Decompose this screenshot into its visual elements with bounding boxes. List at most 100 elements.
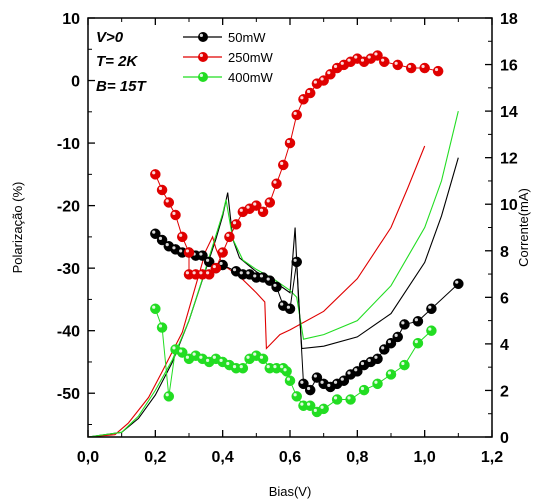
data-point-highlight [253, 274, 257, 278]
data-point-marker [237, 362, 249, 374]
data-point-400mW [291, 391, 302, 402]
data-point-highlight [333, 380, 338, 384]
data-point-highlight [327, 71, 331, 75]
data-point-highlight [293, 258, 297, 262]
polarization-line-250mW [154, 54, 439, 275]
data-point-highlight [185, 355, 189, 359]
data-point-marker [150, 303, 161, 315]
data-point-highlight [158, 186, 163, 190]
data-point-highlight [179, 233, 183, 237]
data-point-highlight [347, 58, 351, 62]
x-tick-label: 1,0 [414, 449, 436, 466]
data-point-highlight [253, 352, 257, 356]
data-point-50mW [284, 303, 296, 315]
data-point-50mW [203, 256, 215, 268]
data-point-highlight [266, 365, 270, 369]
y-right-tick-label: 14 [500, 104, 518, 121]
data-point-marker [372, 353, 383, 365]
data-point-highlight [165, 393, 169, 397]
data-point-highlight [280, 161, 284, 165]
data-point-250mW [325, 69, 336, 80]
data-point-50mW [412, 316, 424, 327]
y-left-tick-label: -10 [57, 136, 80, 153]
y-right-tick-label: 18 [500, 11, 518, 28]
data-point-400mW [156, 322, 168, 333]
data-point-highlight [394, 333, 398, 337]
y-axis-right-label: Corrente(mA) [516, 188, 531, 267]
data-point-250mW [278, 159, 289, 171]
data-point-highlight [347, 396, 351, 400]
data-point-highlight [367, 358, 371, 362]
data-point-highlight [307, 89, 311, 94]
data-point-50mW [150, 228, 161, 240]
x-tick-label: 0,8 [346, 449, 368, 466]
data-point-highlight [360, 386, 365, 391]
legend-marker-400mW [198, 72, 208, 82]
plot-area [87, 50, 464, 438]
data-point-highlight [246, 205, 250, 209]
data-point-marker [345, 394, 356, 405]
current-line-400mW [87, 110, 459, 438]
data-point-highlight [259, 208, 264, 212]
data-point-400mW [318, 403, 329, 415]
data-point-highlight [307, 402, 311, 406]
data-point-highlight [266, 199, 270, 203]
legend: 50mW 250mW 400mW [183, 30, 274, 85]
data-point-highlight [428, 305, 432, 309]
data-point-marker [318, 403, 329, 415]
data-point-marker [291, 109, 302, 121]
y-right-tick-label: 4 [500, 337, 509, 354]
data-point-marker [392, 331, 403, 343]
data-point-50mW [338, 375, 350, 386]
data-point-highlight [280, 365, 284, 369]
data-point-highlight [206, 358, 210, 362]
data-point-50mW [264, 275, 276, 286]
y-right-tick-label: 12 [500, 151, 518, 168]
axes: 0,0 0,2 0,4 0,6 0,8 1,0 1,2 10 0 -10 -20 -30 -40 -50 0… [57, 11, 518, 466]
data-point-250mW [372, 50, 383, 61]
data-point-250mW [150, 169, 161, 180]
data-point-marker [291, 256, 302, 268]
data-point-highlight [428, 327, 432, 331]
data-point-highlight [374, 52, 378, 56]
data-point-highlight [232, 221, 237, 225]
data-point-400mW [345, 394, 356, 405]
data-point-highlight [387, 371, 391, 375]
data-point-marker [217, 247, 228, 258]
data-point-highlight [179, 349, 183, 353]
data-point-highlight [172, 346, 176, 350]
data-point-highlight [152, 230, 156, 234]
data-point-marker [385, 369, 397, 380]
y-right-tick-label: 10 [500, 197, 518, 214]
data-point-marker [284, 375, 296, 386]
legend-marker-highlight [199, 33, 203, 38]
data-point-marker [281, 366, 292, 377]
data-point-highlight [185, 271, 189, 275]
legend-marker-highlight [199, 73, 203, 77]
data-point-50mW [156, 234, 168, 246]
data-point-250mW [170, 209, 181, 221]
data-point-highlight [414, 339, 418, 344]
data-point-400mW [399, 359, 410, 371]
data-point-highlight [165, 199, 169, 203]
y-right-tick-label: 8 [500, 244, 509, 261]
data-point-marker [426, 325, 437, 336]
data-point-highlight [259, 355, 264, 359]
annotations: V>0 T= 2K B= 15T [96, 29, 147, 95]
data-point-marker [264, 197, 276, 208]
data-point-400mW [358, 384, 370, 396]
data-point-highlight [434, 67, 439, 72]
legend-label-400mW: 400mW [228, 70, 274, 85]
data-point-highlight [414, 318, 418, 322]
data-point-250mW [177, 231, 188, 243]
data-point-highlight [401, 361, 405, 366]
data-point-highlight [219, 358, 223, 362]
data-point-250mW [257, 206, 269, 218]
data-point-highlight [313, 408, 317, 412]
data-point-marker [163, 197, 175, 208]
data-point-marker [257, 353, 269, 365]
data-point-highlight [280, 302, 284, 306]
data-point-highlight [354, 55, 358, 59]
data-point-highlight [266, 277, 270, 281]
data-point-50mW [426, 303, 437, 315]
